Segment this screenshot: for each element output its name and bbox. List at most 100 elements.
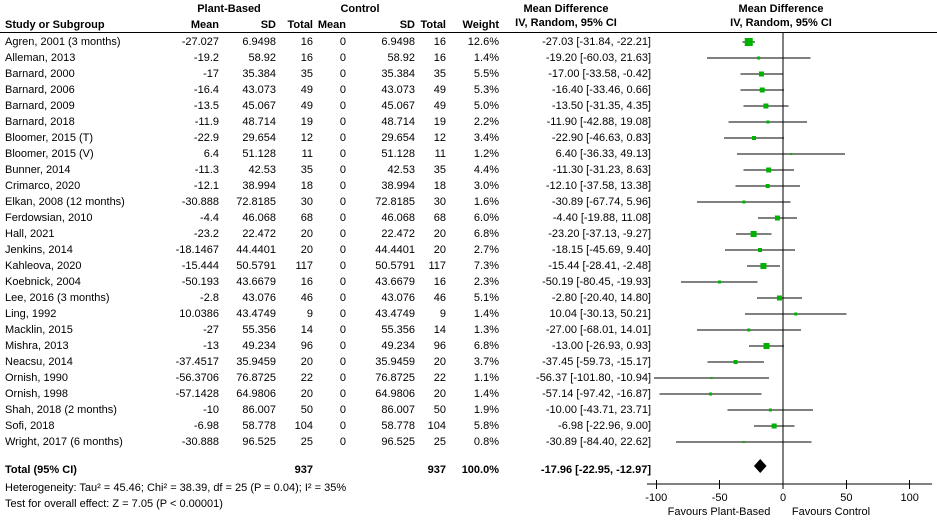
control-total: 9 [439, 308, 446, 320]
control-sd: 38.994 [381, 180, 415, 192]
total-control-n: 937 [427, 464, 446, 476]
md-plot-header-line2: IV, Random, 95% CI [730, 17, 832, 29]
plant-sd: 22.472 [242, 228, 276, 240]
study-row: Bunner, 2014 -11.3 42.53 35 0 42.53 35 4.4% -11.… [0, 162, 651, 178]
control-total: 35 [433, 164, 446, 176]
study-name: Barnard, 2006 [5, 84, 75, 96]
plant-total: 49 [300, 84, 313, 96]
total-weight: 100.0% [461, 464, 499, 476]
study-row: Bloomer, 2015 (V) 6.4 51.128 11 0 51.128 11 1.2… [0, 146, 651, 162]
plant-total: 19 [300, 116, 313, 128]
plant-sd: 58.92 [248, 52, 276, 64]
plant-sd: 44.4401 [236, 244, 276, 256]
control-mean: 0 [339, 196, 346, 208]
plant-mean: -19.2 [193, 52, 219, 64]
study-name: Bunner, 2014 [5, 164, 71, 176]
plant-total: 16 [300, 276, 313, 288]
ci-text: -57.14 [-97.42, -16.87] [542, 388, 651, 400]
weight: 1.1% [473, 372, 499, 384]
effect-square [759, 87, 765, 93]
plant-mean: -22.9 [193, 132, 219, 144]
ci-text: -18.15 [-45.69, 9.40] [551, 244, 651, 256]
effect-square [717, 280, 721, 284]
col-header-plant-mean: Mean [190, 19, 219, 31]
total-plant-mean-empty [155, 462, 219, 478]
study-name: Lee, 2016 (3 months) [5, 292, 110, 304]
ci-text: -4.40 [-19.88, 11.08] [552, 212, 651, 224]
weight: 1.2% [473, 148, 499, 160]
study-row: Barnard, 2009 -13.5 45.067 49 0 45.067 49 5.0% -… [0, 98, 651, 114]
control-mean: 0 [339, 436, 346, 448]
md-text-header-line2: IV, Random, 95% CI [515, 17, 617, 29]
plant-total: 35 [300, 164, 313, 176]
control-total: 68 [433, 212, 446, 224]
plant-sd: 42.53 [248, 164, 276, 176]
control-total: 18 [433, 180, 446, 192]
plant-sd: 35.9459 [236, 356, 276, 368]
plant-sd: 6.9498 [242, 36, 276, 48]
plant-mean: -2.8 [200, 292, 219, 304]
control-sd: 48.714 [381, 116, 415, 128]
study-row: Ornish, 1990 -56.3706 76.8725 22 0 76.8725 22 1… [0, 370, 651, 386]
plant-total: 25 [300, 436, 313, 448]
ci-text: -6.98 [-22.96, 9.00] [558, 420, 651, 432]
control-total: 25 [433, 436, 446, 448]
control-total: 30 [433, 196, 446, 208]
control-sd: 22.472 [381, 228, 415, 240]
plant-sd: 45.067 [242, 100, 276, 112]
control-mean: 0 [339, 420, 346, 432]
effect-square [742, 441, 745, 443]
study-row: Shah, 2018 (2 months) -10 86.007 50 0 86.007 5… [0, 402, 651, 418]
study-row: Ling, 1992 10.0386 43.4749 9 0 43.4749 9 1.4% 10… [0, 306, 651, 322]
group-header-plant-based: Plant-Based [197, 3, 261, 15]
plant-sd: 55.356 [242, 324, 276, 336]
study-name: Ornish, 1998 [5, 388, 68, 400]
overall-effect-note: Test for overall effect: Z = 7.05 (P < 0… [5, 498, 223, 510]
study-name: Alleman, 2013 [5, 52, 76, 64]
plant-mean: -50.193 [181, 276, 219, 288]
study-row: Alleman, 2013 -19.2 58.92 16 0 58.92 16 1.4% -19… [0, 50, 651, 66]
control-sd: 29.654 [381, 132, 415, 144]
control-mean: 0 [339, 292, 346, 304]
plant-sd: 38.994 [242, 180, 276, 192]
control-mean: 0 [339, 132, 346, 144]
weight: 1.3% [473, 324, 499, 336]
plant-sd: 86.007 [242, 404, 276, 416]
study-row: Kahleova, 2020 -15.444 50.5791 117 0 50.5791 1… [0, 258, 651, 274]
study-name: Sofi, 2018 [5, 420, 55, 432]
study-row: Barnard, 2000 -17 35.384 35 0 35.384 35 5.5% -17… [0, 66, 651, 82]
study-row: Mishra, 2013 -13 49.234 96 0 49.234 96 6.8% -13.… [0, 338, 651, 354]
ci-text: -16.40 [-33.46, 0.66] [551, 84, 651, 96]
control-total: 22 [433, 372, 446, 384]
plant-total: 18 [300, 180, 313, 192]
total-control-mean-empty [313, 462, 346, 478]
effect-square [763, 103, 769, 109]
control-sd: 55.356 [381, 324, 415, 336]
ci-text: -11.30 [-31.23, 8.63] [552, 164, 651, 176]
control-total: 35 [433, 68, 446, 80]
plant-total: 46 [300, 292, 313, 304]
effect-square [747, 328, 751, 332]
effect-square [709, 392, 713, 396]
control-mean: 0 [339, 244, 346, 256]
control-sd: 72.8185 [375, 196, 415, 208]
weight: 1.4% [473, 52, 499, 64]
plant-mean: -15.444 [181, 260, 219, 272]
plant-mean: -12.1 [193, 180, 219, 192]
plant-mean: -16.4 [193, 84, 219, 96]
control-total: 49 [433, 100, 446, 112]
study-name: Ferdowsian, 2010 [5, 212, 93, 224]
effect-square [750, 231, 757, 237]
control-mean: 0 [339, 116, 346, 128]
plant-total: 16 [300, 52, 313, 64]
plant-total: 9 [306, 308, 313, 320]
control-sd: 76.8725 [375, 372, 415, 384]
control-sd: 58.778 [381, 420, 415, 432]
ci-text: -17.00 [-33.58, -0.42] [548, 68, 651, 80]
study-name: Bloomer, 2015 (V) [5, 148, 94, 160]
control-sd: 86.007 [381, 404, 415, 416]
study-name: Crimarco, 2020 [5, 180, 81, 192]
plant-sd: 96.525 [242, 436, 276, 448]
heterogeneity-note: Heterogeneity: Tau² = 45.46; Chi² = 38.3… [5, 482, 347, 494]
study-row: Bloomer, 2015 (T) -22.9 29.654 12 0 29.654 12 3… [0, 130, 651, 146]
